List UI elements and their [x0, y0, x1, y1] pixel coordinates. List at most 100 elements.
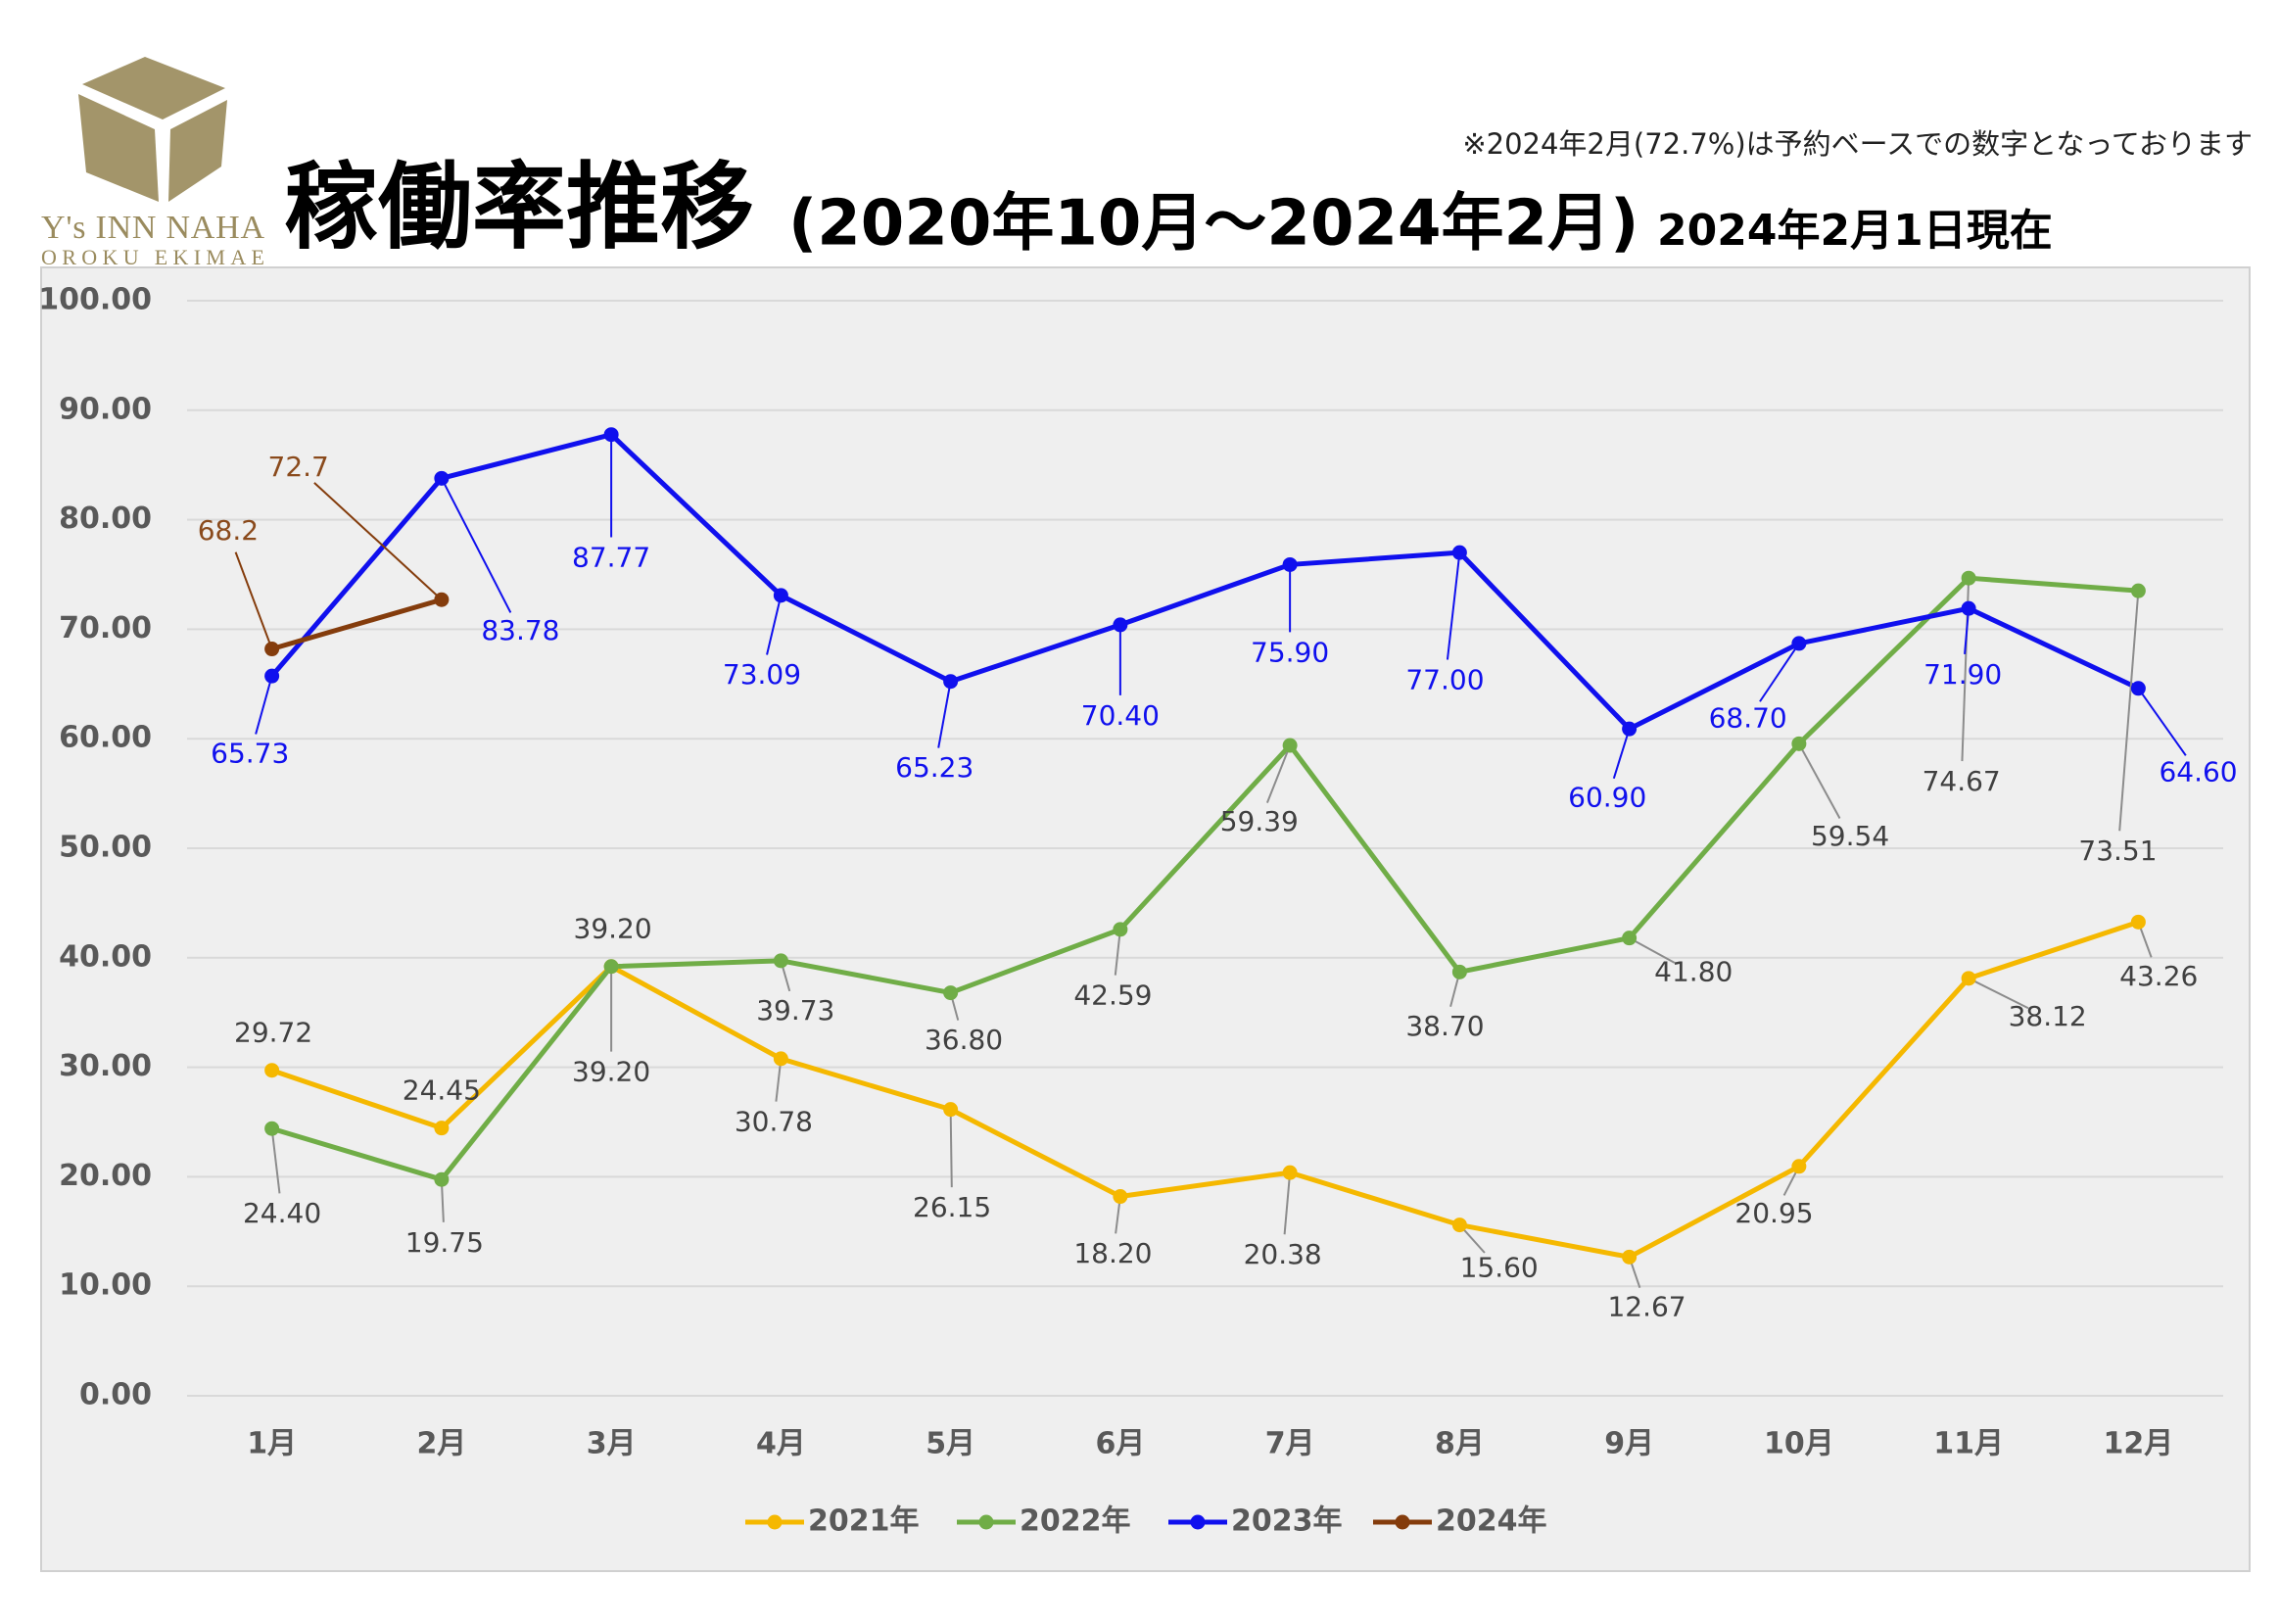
data-point: [1622, 1249, 1638, 1265]
legend-label: 2022年: [1020, 1505, 1131, 1539]
legend-marker: [978, 1514, 994, 1530]
data-point: [1113, 1189, 1128, 1205]
leader-line: [1612, 728, 1631, 780]
x-tick-label: 2月: [416, 1427, 466, 1461]
data-label: 20.95: [1734, 1197, 1813, 1229]
data-point: [1282, 556, 1298, 572]
data-label: 65.73: [211, 738, 289, 770]
y-tick-label: 10.00: [59, 1268, 152, 1303]
data-label: 72.7: [268, 451, 329, 483]
data-point: [1282, 738, 1298, 753]
leader-line: [2137, 688, 2187, 756]
leader-line: [1797, 742, 1841, 819]
y-tick-label: 90.00: [59, 392, 152, 426]
data-label: 64.60: [2159, 755, 2237, 788]
data-label: 70.40: [1081, 699, 1160, 732]
x-tick-label: 1月: [247, 1427, 297, 1461]
data-point: [434, 470, 450, 486]
leader-line: [1114, 929, 1121, 976]
x-tick-label: 5月: [926, 1427, 975, 1461]
logo-sub: OROKU EKIMAE: [41, 245, 264, 269]
leader-line: [937, 681, 952, 748]
data-point: [1282, 1165, 1298, 1180]
x-tick-label: 4月: [756, 1427, 806, 1461]
data-point: [1961, 570, 1976, 586]
data-label: 83.78: [481, 614, 559, 646]
series-line: [269, 432, 2140, 732]
leader-line: [255, 675, 273, 735]
legend-marker: [1395, 1514, 1410, 1530]
logo-mark: [78, 57, 227, 202]
data-point: [264, 642, 280, 657]
data-point: [2130, 914, 2146, 930]
data-point: [1961, 971, 1976, 986]
x-tick-label: 9月: [1604, 1427, 1654, 1461]
data-label: 65.23: [895, 751, 973, 784]
data-point: [773, 1051, 788, 1067]
leader-line: [1968, 977, 2029, 1010]
logo-face: [168, 100, 227, 202]
series-line: [270, 919, 2140, 1260]
leader-line: [1265, 744, 1292, 803]
data-point: [264, 668, 280, 684]
y-tick-label: 70.00: [59, 611, 152, 645]
data-label: 73.09: [723, 658, 801, 691]
note: ※2024年2月(72.7%)は予約ベースでの数字となっております: [1462, 127, 2253, 161]
data-label: 68.70: [1709, 702, 1787, 735]
leader-line: [1964, 608, 1970, 654]
data-label: 41.80: [1654, 955, 1733, 987]
legend-label: 2021年: [808, 1505, 920, 1539]
data-label: 87.77: [572, 542, 650, 574]
chart-frame: [40, 266, 2251, 1572]
data-point: [2130, 681, 2146, 696]
data-label: 19.75: [405, 1226, 484, 1259]
data-label: 77.00: [1405, 663, 1484, 695]
chart-subtitle: 2024年2月1日現在: [1657, 206, 2053, 256]
data-label: 36.80: [925, 1024, 1003, 1056]
data-label: 73.51: [2078, 835, 2157, 867]
data-point: [1113, 617, 1128, 633]
data-point: [2130, 583, 2146, 598]
data-point: [1451, 545, 1467, 560]
x-tick-label: 10月: [1764, 1427, 1834, 1461]
x-tick-label: 7月: [1265, 1427, 1315, 1461]
data-label: 20.38: [1244, 1238, 1322, 1270]
data-label: 59.39: [1220, 805, 1299, 837]
data-label: 39.73: [756, 994, 834, 1027]
data-label: 26.15: [913, 1191, 991, 1223]
leader-line: [440, 477, 512, 613]
x-tick-label: 6月: [1095, 1427, 1145, 1461]
data-point: [603, 959, 619, 975]
data-point: [943, 985, 959, 1001]
data-point: [943, 674, 959, 690]
data-point: [603, 427, 619, 443]
y-tick-label: 40.00: [59, 939, 152, 974]
legend-marker: [767, 1514, 783, 1530]
data-label: 18.20: [1073, 1237, 1152, 1269]
legend-label: 2023年: [1231, 1505, 1343, 1539]
leader-line: [270, 1128, 281, 1194]
data-label: 12.67: [1607, 1291, 1686, 1323]
leader-line: [2118, 591, 2140, 832]
data-point: [1961, 600, 1976, 616]
leader-line: [313, 482, 443, 600]
leader-line: [766, 595, 783, 655]
data-label: 71.90: [1923, 658, 2002, 691]
data-point: [773, 588, 788, 603]
leader-line: [1446, 552, 1461, 660]
leader-line: [949, 1109, 953, 1188]
data-label: 24.40: [243, 1197, 321, 1229]
data-point: [264, 1063, 280, 1078]
leader-line: [234, 551, 273, 649]
data-point: [1791, 736, 1807, 751]
data-point: [434, 1121, 450, 1136]
data-point: [434, 1171, 450, 1187]
y-tick-label: 80.00: [59, 502, 152, 536]
y-tick-label: 30.00: [59, 1049, 152, 1083]
data-point: [943, 1102, 959, 1118]
data-point: [1622, 931, 1638, 946]
y-tick-label: 100.00: [38, 283, 152, 317]
data-label: 59.54: [1811, 820, 1889, 852]
chart-title-period: (2020年10月～2024年2月): [788, 188, 1638, 261]
